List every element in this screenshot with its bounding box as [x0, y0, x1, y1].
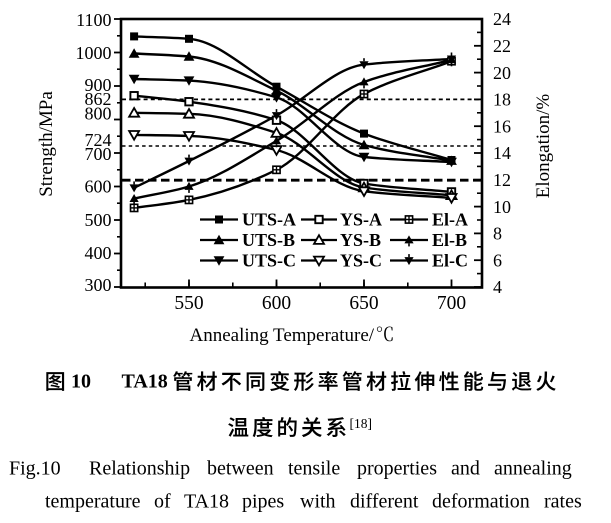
svg-text:650: 650	[349, 293, 378, 314]
svg-text:8: 8	[493, 224, 502, 244]
svg-text:YS-B: YS-B	[340, 230, 381, 250]
svg-text:1100: 1100	[76, 10, 111, 30]
svg-text:4: 4	[493, 277, 502, 297]
svg-text:400: 400	[85, 243, 112, 263]
svg-text:Annealing Temperature/: Annealing Temperature/	[190, 325, 375, 346]
svg-text:El-A: El-A	[432, 210, 468, 230]
svg-text:and: and	[451, 458, 480, 480]
svg-text:UTS-A: UTS-A	[242, 210, 296, 230]
svg-text:500: 500	[85, 210, 112, 230]
svg-text:UTS-B: UTS-B	[242, 230, 295, 250]
svg-text:Strength/MPa: Strength/MPa	[36, 91, 57, 197]
svg-text:18: 18	[493, 90, 511, 110]
svg-text:Relationship: Relationship	[89, 458, 190, 480]
svg-text:annealing: annealing	[494, 458, 572, 480]
svg-text:10: 10	[493, 197, 511, 217]
svg-text:724: 724	[85, 130, 112, 150]
svg-text:600: 600	[85, 177, 112, 197]
svg-text:rates: rates	[544, 491, 582, 513]
svg-text:properties: properties	[357, 458, 437, 480]
svg-text:700: 700	[437, 293, 466, 314]
svg-text:550: 550	[174, 293, 203, 314]
svg-text:YS-C: YS-C	[340, 251, 382, 271]
svg-text:Elongation/%: Elongation/%	[533, 94, 554, 199]
svg-text:1000: 1000	[76, 43, 112, 63]
svg-text:UTS-C: UTS-C	[242, 251, 296, 271]
svg-text:22: 22	[493, 36, 511, 56]
svg-text:700: 700	[85, 144, 112, 164]
svg-text:Fig.10: Fig.10	[9, 458, 61, 480]
svg-text:300: 300	[85, 275, 112, 295]
svg-text:14: 14	[493, 143, 511, 163]
svg-text:El-B: El-B	[432, 230, 467, 250]
svg-text:between: between	[207, 458, 274, 480]
svg-text:862: 862	[85, 89, 112, 109]
svg-text:with: with	[300, 491, 336, 513]
svg-text:TA18: TA18	[122, 371, 168, 393]
svg-text:24: 24	[493, 9, 511, 29]
svg-text:600: 600	[262, 293, 291, 314]
svg-text:800: 800	[85, 104, 112, 124]
svg-text:pipes: pipes	[242, 491, 284, 513]
svg-text:different: different	[350, 491, 419, 513]
svg-text:deformation: deformation	[432, 491, 530, 513]
svg-text:YS-A: YS-A	[340, 210, 382, 230]
svg-text:12: 12	[493, 170, 511, 190]
svg-text:tensile: tensile	[288, 458, 340, 480]
svg-text:[18]: [18]	[350, 416, 373, 431]
svg-text:20: 20	[493, 63, 511, 83]
svg-text:10: 10	[71, 371, 91, 393]
svg-text:temperature: temperature	[45, 491, 141, 513]
svg-text:900: 900	[85, 75, 112, 95]
svg-text:TA18: TA18	[184, 491, 229, 513]
svg-text:16: 16	[493, 116, 511, 136]
svg-text:of: of	[154, 491, 171, 513]
svg-text:6: 6	[493, 250, 502, 270]
svg-text:El-C: El-C	[432, 251, 468, 271]
